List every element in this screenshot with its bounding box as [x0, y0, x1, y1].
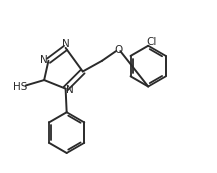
Text: N: N: [62, 39, 69, 49]
Text: N: N: [40, 55, 48, 65]
Text: N: N: [66, 85, 74, 95]
Text: O: O: [114, 45, 122, 55]
Text: Cl: Cl: [147, 37, 157, 47]
Text: HS: HS: [13, 81, 28, 92]
